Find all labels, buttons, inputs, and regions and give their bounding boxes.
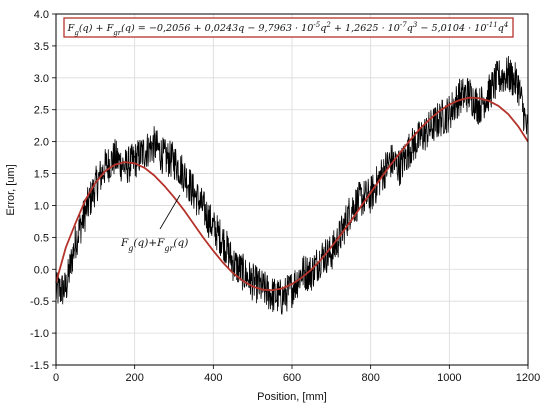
x-tick-label: 0 — [53, 372, 59, 384]
y-tick-label: 2.5 — [34, 105, 49, 117]
x-tick-label: 400 — [204, 372, 222, 384]
annotation-label: Fg(q)+Fgr(q) — [120, 237, 188, 253]
equation-box: Fg(q) + Fgr(q) = −0,2056 + 0,0243q − 9,7… — [63, 17, 514, 38]
series-layer — [55, 55, 529, 315]
grid — [55, 13, 529, 366]
y-tick-label: 0.0 — [34, 264, 49, 276]
x-tick-label: 200 — [125, 372, 143, 384]
equation-box-border — [63, 17, 514, 38]
series-fit-line — [55, 96, 529, 292]
series-measured-line — [55, 55, 529, 315]
equation-text: Fg(q) + Fgr(q) = −0,2056 + 0,0243q − 9,7… — [67, 21, 509, 37]
y-tick-label: 1.0 — [34, 200, 49, 212]
y-tick-label: 3.0 — [34, 73, 49, 85]
y-tick-label: 3.5 — [34, 41, 49, 53]
x-tick-label: 800 — [361, 372, 379, 384]
y-tick-label: -1.0 — [30, 328, 49, 340]
y-tick-label: -0.5 — [30, 296, 49, 308]
x-tick-label: 1000 — [437, 372, 461, 384]
y-tick-label: 4.0 — [34, 9, 49, 21]
x-tick-label: 600 — [283, 372, 301, 384]
x-axis-title: Position, [mm] — [257, 391, 327, 403]
ticks: 0 200 400 600 800 1000 1200 -1.5 -1.0 -0.5 0.0 0.5 1… — [30, 9, 540, 384]
annotation: Fg(q)+Fgr(q) — [120, 194, 188, 253]
y-axis-title: Error, [um] — [5, 164, 17, 215]
y-tick-label: 2.0 — [34, 137, 49, 149]
y-tick-label: 0.5 — [34, 232, 49, 244]
annotation-leader-line — [159, 194, 181, 230]
y-tick-label: -1.5 — [30, 360, 49, 372]
y-tick-label: 1.5 — [34, 169, 49, 181]
x-tick-label: 1200 — [516, 372, 540, 384]
